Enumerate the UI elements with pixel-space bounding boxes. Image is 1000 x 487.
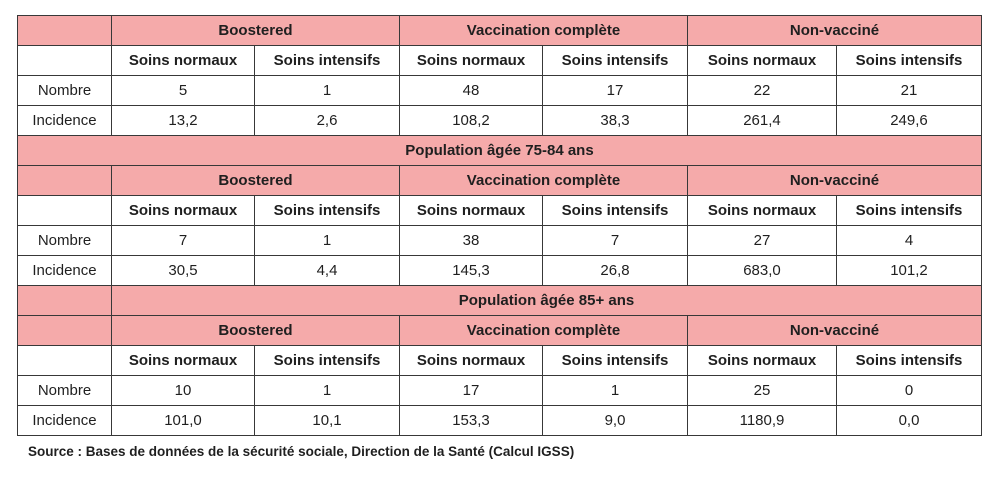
cell-value: 101,0 bbox=[111, 405, 255, 436]
sub-header-soins-intensifs: Soins intensifs bbox=[254, 45, 400, 76]
cell-value: 261,4 bbox=[687, 105, 837, 136]
cell-value: 5 bbox=[111, 75, 255, 106]
cell-value: 1 bbox=[254, 225, 400, 256]
cell-value: 22 bbox=[687, 75, 837, 106]
sub-header-soins-normaux: Soins normaux bbox=[111, 195, 255, 226]
cell-value: 21 bbox=[836, 75, 982, 106]
cell-value: 17 bbox=[399, 375, 543, 406]
cell-value: 2,6 bbox=[254, 105, 400, 136]
group-header-vaccination-complete: Vaccination complète bbox=[399, 165, 688, 196]
sub-header-soins-intensifs: Soins intensifs bbox=[542, 195, 688, 226]
sub-header-soins-normaux: Soins normaux bbox=[399, 345, 543, 376]
cell-value: 153,3 bbox=[399, 405, 543, 436]
corner-cell bbox=[17, 15, 112, 46]
section-banner-row: Population âgée 75-84 ans bbox=[17, 135, 982, 166]
cell-value: 9,0 bbox=[542, 405, 688, 436]
group-header-non-vaccine: Non-vacciné bbox=[687, 15, 982, 46]
cell-value: 7 bbox=[111, 225, 255, 256]
group-header-row: Boostered Vaccination complète Non-vacci… bbox=[17, 315, 982, 346]
sub-header-soins-normaux: Soins normaux bbox=[399, 195, 543, 226]
section-banner-75-84: Population âgée 75-84 ans bbox=[17, 135, 982, 166]
row-label: Incidence bbox=[17, 255, 112, 286]
cell-value: 4 bbox=[836, 225, 982, 256]
cell-value: 13,2 bbox=[111, 105, 255, 136]
row-label: Incidence bbox=[17, 405, 112, 436]
corner-cell bbox=[17, 165, 112, 196]
table-row-nombre: Nombre 7 1 38 7 27 4 bbox=[17, 225, 982, 256]
cell-value: 7 bbox=[542, 225, 688, 256]
cell-value: 25 bbox=[687, 375, 837, 406]
sub-header-row: Soins normaux Soins intensifs Soins norm… bbox=[17, 195, 982, 226]
cell-value: 1 bbox=[542, 375, 688, 406]
sub-header-row: Soins normaux Soins intensifs Soins norm… bbox=[17, 45, 982, 76]
group-header-row: Boostered Vaccination complète Non-vacci… bbox=[17, 165, 982, 196]
cell-value: 0,0 bbox=[836, 405, 982, 436]
cell-value: 26,8 bbox=[542, 255, 688, 286]
cell-value: 1180,9 bbox=[687, 405, 837, 436]
group-header-non-vaccine: Non-vacciné bbox=[687, 165, 982, 196]
sub-header-row: Soins normaux Soins intensifs Soins norm… bbox=[17, 345, 982, 376]
cell-value: 38 bbox=[399, 225, 543, 256]
table-row-incidence: Incidence 13,2 2,6 108,2 38,3 261,4 249,… bbox=[17, 105, 982, 136]
cell-value: 38,3 bbox=[542, 105, 688, 136]
sub-header-soins-intensifs: Soins intensifs bbox=[836, 195, 982, 226]
section-banner-row: Population âgée 85+ ans bbox=[17, 285, 982, 316]
corner-cell bbox=[17, 285, 112, 316]
group-header-boostered: Boostered bbox=[111, 15, 400, 46]
incidence-table: Boostered Vaccination complète Non-vacci… bbox=[17, 15, 982, 436]
cell-value: 1 bbox=[254, 75, 400, 106]
corner-cell bbox=[17, 45, 112, 76]
sub-header-soins-normaux: Soins normaux bbox=[687, 345, 837, 376]
sub-header-soins-normaux: Soins normaux bbox=[399, 45, 543, 76]
cell-value: 27 bbox=[687, 225, 837, 256]
cell-value: 683,0 bbox=[687, 255, 837, 286]
cell-value: 0 bbox=[836, 375, 982, 406]
cell-value: 249,6 bbox=[836, 105, 982, 136]
group-header-row: Boostered Vaccination complète Non-vacci… bbox=[17, 15, 982, 46]
cell-value: 4,4 bbox=[254, 255, 400, 286]
cell-value: 108,2 bbox=[399, 105, 543, 136]
source-note: Source : Bases de données de la sécurité… bbox=[28, 444, 575, 459]
cell-value: 10,1 bbox=[254, 405, 400, 436]
sub-header-soins-intensifs: Soins intensifs bbox=[254, 345, 400, 376]
group-header-vaccination-complete: Vaccination complète bbox=[399, 15, 688, 46]
corner-cell bbox=[17, 195, 112, 226]
table-row-nombre: Nombre 10 1 17 1 25 0 bbox=[17, 375, 982, 406]
section-banner-85-plus: Population âgée 85+ ans bbox=[111, 285, 982, 316]
group-header-boostered: Boostered bbox=[111, 315, 400, 346]
corner-cell bbox=[17, 315, 112, 346]
sub-header-soins-normaux: Soins normaux bbox=[111, 45, 255, 76]
row-label: Nombre bbox=[17, 225, 112, 256]
sub-header-soins-normaux: Soins normaux bbox=[687, 195, 837, 226]
cell-value: 145,3 bbox=[399, 255, 543, 286]
sub-header-soins-intensifs: Soins intensifs bbox=[254, 195, 400, 226]
table-row-nombre: Nombre 5 1 48 17 22 21 bbox=[17, 75, 982, 106]
group-header-boostered: Boostered bbox=[111, 165, 400, 196]
sub-header-soins-normaux: Soins normaux bbox=[687, 45, 837, 76]
sub-header-soins-intensifs: Soins intensifs bbox=[836, 45, 982, 76]
cell-value: 1 bbox=[254, 375, 400, 406]
cell-value: 10 bbox=[111, 375, 255, 406]
table-row-incidence: Incidence 101,0 10,1 153,3 9,0 1180,9 0,… bbox=[17, 405, 982, 436]
sub-header-soins-intensifs: Soins intensifs bbox=[542, 45, 688, 76]
row-label: Incidence bbox=[17, 105, 112, 136]
group-header-non-vaccine: Non-vacciné bbox=[687, 315, 982, 346]
cell-value: 17 bbox=[542, 75, 688, 106]
sub-header-soins-intensifs: Soins intensifs bbox=[542, 345, 688, 376]
group-header-vaccination-complete: Vaccination complète bbox=[399, 315, 688, 346]
sub-header-soins-normaux: Soins normaux bbox=[111, 345, 255, 376]
cell-value: 48 bbox=[399, 75, 543, 106]
cell-value: 101,2 bbox=[836, 255, 982, 286]
table-row-incidence: Incidence 30,5 4,4 145,3 26,8 683,0 101,… bbox=[17, 255, 982, 286]
corner-cell bbox=[17, 345, 112, 376]
row-label: Nombre bbox=[17, 375, 112, 406]
sub-header-soins-intensifs: Soins intensifs bbox=[836, 345, 982, 376]
cell-value: 30,5 bbox=[111, 255, 255, 286]
row-label: Nombre bbox=[17, 75, 112, 106]
